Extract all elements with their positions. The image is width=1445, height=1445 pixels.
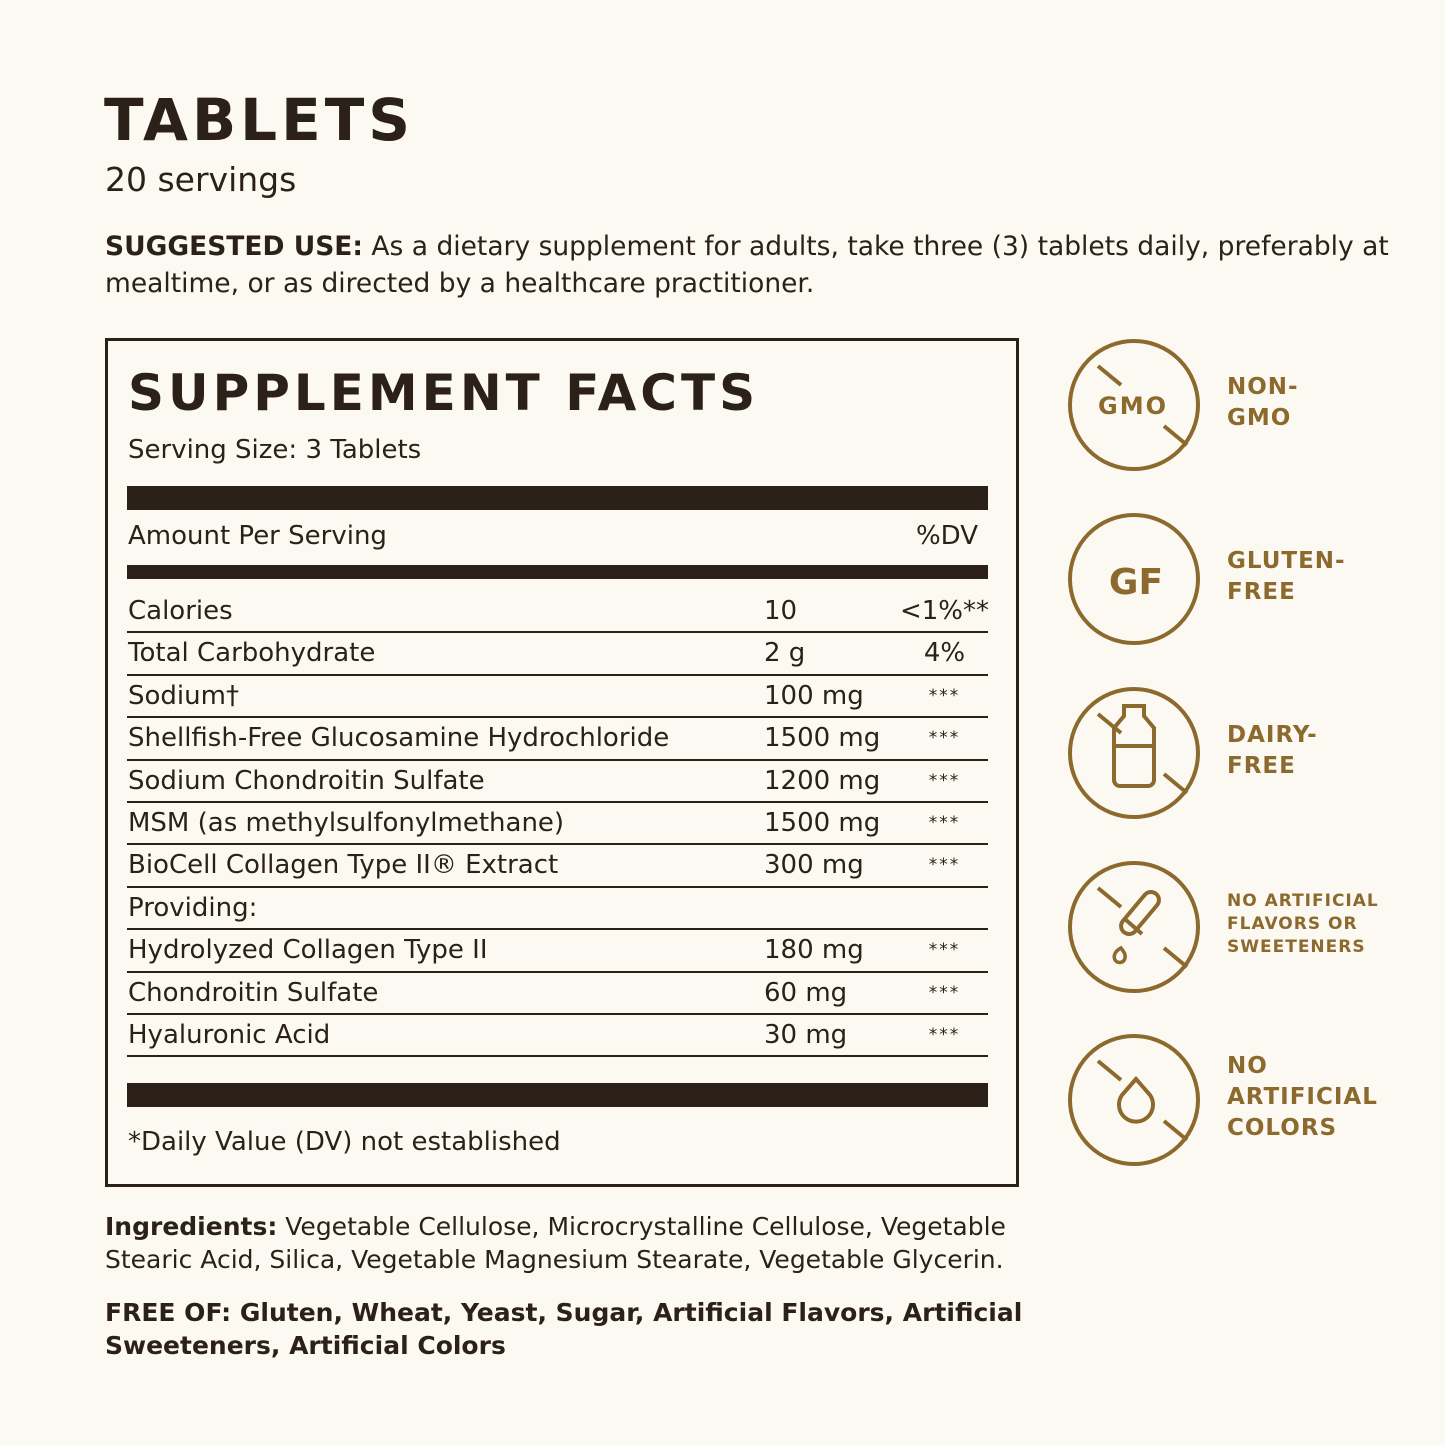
nutrient-dv: *** — [928, 982, 961, 1003]
divider-bar — [127, 1083, 988, 1107]
nutrient-amount: 1500 mg — [764, 807, 881, 838]
free-of: FREE OF: Gluten, Wheat, Yeast, Sugar, Ar… — [105, 1298, 1023, 1360]
table-row: Calories 10 <1%** — [127, 591, 989, 634]
table-row: MSM (as methylsulfonylmethane) 1500 mg *** — [127, 803, 988, 846]
nutrient-name: Shellfish-Free Glucosamine Hydrochloride — [128, 723, 670, 754]
nutrient-amount: 300 mg — [764, 850, 864, 881]
gf-icon: GF — [1068, 513, 1200, 645]
nutrient-name: Hydrolyzed Collagen Type II — [128, 935, 488, 966]
badge-gmo-crossed: GMO NON- GMO — [1066, 338, 1406, 474]
badge-drop-crossed: NO ARTIFICIAL COLORS — [1066, 1033, 1406, 1169]
badge-label: GLUTEN- FREE — [1227, 548, 1346, 605]
suggested-use: SUGGESTED USE: As a dietary supplement f… — [105, 228, 1395, 302]
ingredients: Ingredients: Vegetable Cellulose, Microc… — [105, 1210, 1085, 1276]
svg-text:GMO: GMO — [1098, 392, 1168, 420]
nutrient-amount: 180 mg — [764, 935, 864, 966]
nutrient-amount: 30 mg — [764, 1019, 848, 1050]
nutrient-name: MSM (as methylsulfonylmethane) — [128, 807, 565, 838]
table-row: Hyaluronic Acid 30 mg *** — [127, 1015, 988, 1058]
nutrient-dv: *** — [928, 770, 961, 791]
drop-crossed-icon — [1068, 1034, 1200, 1166]
nutrient-dv: 4% — [923, 638, 966, 669]
footnote: *Daily Value (DV) not established — [128, 1127, 561, 1157]
nutrient-name: Calories — [128, 596, 233, 626]
dropper-crossed-icon — [1068, 861, 1200, 993]
badge-label: NON- GMO — [1227, 374, 1299, 431]
divider-bar — [127, 486, 988, 510]
badge-label: NO ARTIFICIAL FLAVORS OR SWEETENERS — [1227, 891, 1379, 957]
svg-text:GF: GF — [1109, 562, 1163, 603]
nutrient-amount: 2 g — [764, 638, 806, 669]
page-title: TABLETS — [104, 86, 415, 154]
nutrient-dv: *** — [928, 855, 961, 876]
nutrient-name: BioCell Collagen Type II® Extract — [128, 850, 559, 881]
badge-label: NO ARTIFICIAL COLORS — [1227, 1053, 1378, 1141]
table-row: Sodium† 100 mg *** — [127, 676, 988, 719]
nutrient-name: Chondroitin Sulfate — [128, 977, 379, 1008]
table-row: Total Carbohydrate 2 g 4% — [127, 633, 988, 676]
table-row: Providing: — [127, 888, 988, 931]
nutrient-name: Sodium Chondroitin Sulfate — [128, 765, 485, 796]
nutrient-dv: *** — [928, 812, 961, 833]
nutrient-name: Sodium† — [128, 680, 239, 711]
nutrient-amount: 60 mg — [764, 977, 848, 1008]
table-row: Chondroitin Sulfate 60 mg *** — [127, 973, 988, 1015]
nutrient-name: Hyaluronic Acid — [128, 1019, 331, 1050]
suggested-use-text: As a dietary supplement for adults, take… — [105, 231, 1389, 299]
facts-table: Calories 10 <1%** Total Carbohydrate 2 g 4% So… — [127, 591, 989, 1058]
ingredients-text: Vegetable Cellulose, Microcrystalline Ce… — [105, 1212, 1006, 1274]
milk-bottle-crossed-icon — [1068, 687, 1200, 819]
servings-count: 20 servings — [105, 160, 297, 199]
nutrient-dv: *** — [928, 685, 961, 706]
nutrient-dv: *** — [928, 728, 961, 749]
amount-per-serving-header: Amount Per Serving — [128, 521, 387, 551]
table-row: Hydrolyzed Collagen Type II 180 mg *** — [127, 930, 988, 973]
nutrient-dv: <1%** — [899, 596, 990, 626]
nutrient-amount: 10 — [764, 596, 798, 626]
ingredients-label: Ingredients: — [105, 1212, 278, 1241]
nutrient-dv: *** — [928, 1024, 961, 1045]
serving-size: Serving Size: 3 Tablets — [128, 435, 422, 465]
nutrient-dv: *** — [928, 940, 961, 961]
suggested-use-label: SUGGESTED USE: — [105, 231, 363, 262]
supplement-facts-panel: SUPPLEMENT FACTS Serving Size: 3 Tablets… — [105, 338, 1019, 1187]
dv-header: %DV — [915, 521, 978, 551]
table-row: Shellfish-Free Glucosamine Hydrochloride… — [127, 718, 988, 761]
nutrient-amount: 1500 mg — [764, 723, 881, 754]
nutrient-name: Providing: — [128, 892, 258, 923]
divider-bar — [127, 565, 988, 579]
gmo-crossed-icon: GMO — [1068, 339, 1200, 471]
nutrient-name: Total Carbohydrate — [128, 638, 376, 669]
badge-gf: GF GLUTEN- FREE — [1066, 512, 1406, 648]
table-row: BioCell Collagen Type II® Extract 300 mg *… — [127, 845, 988, 888]
supplement-facts-title: SUPPLEMENT FACTS — [128, 364, 760, 422]
badge-milk-bottle-crossed: DAIRY- FREE — [1066, 686, 1406, 822]
badge-label: DAIRY- FREE — [1227, 722, 1318, 779]
nutrient-amount: 100 mg — [764, 680, 864, 711]
table-row: Sodium Chondroitin Sulfate 1200 mg *** — [127, 761, 988, 803]
badge-dropper-crossed: NO ARTIFICIAL FLAVORS OR SWEETENERS — [1066, 860, 1406, 996]
nutrient-amount: 1200 mg — [764, 765, 881, 796]
